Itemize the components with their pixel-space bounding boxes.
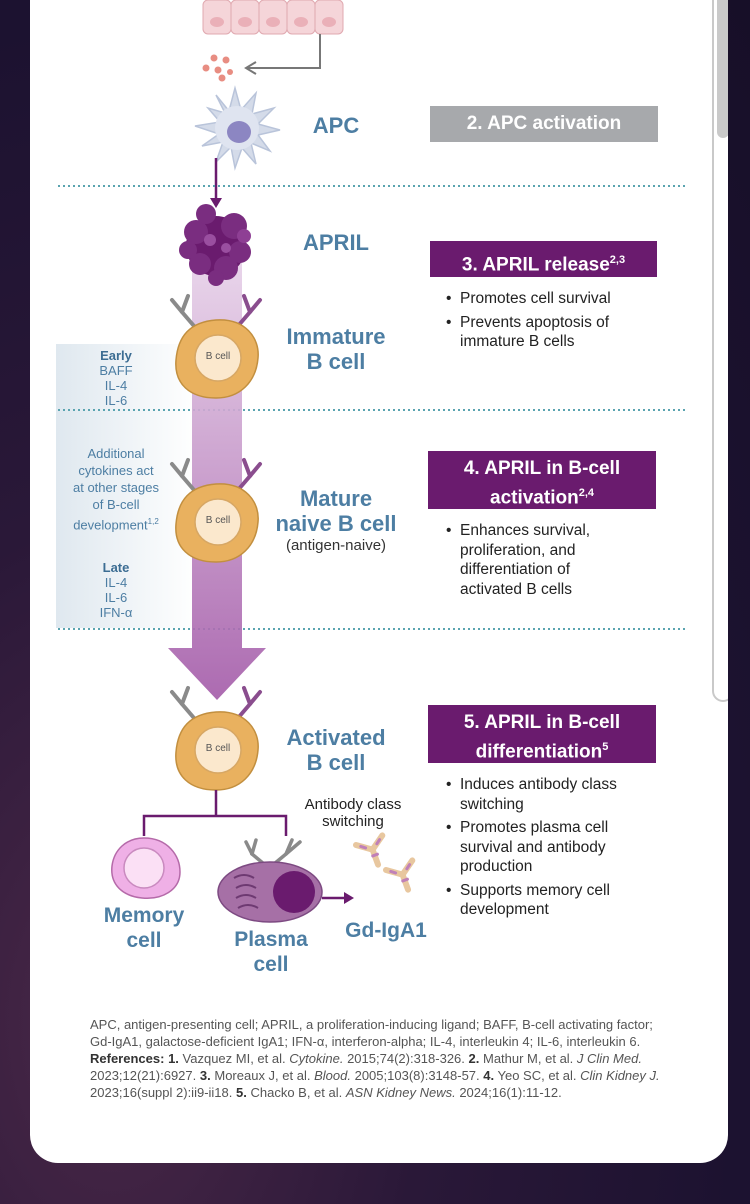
activated-b-cell-label: Activated B cell	[286, 725, 386, 775]
step-4-bullets: Enhances survival, proliferation, and di…	[446, 521, 626, 603]
gd-iga1-label: Gd-IgA1	[345, 919, 427, 942]
abbreviations: APC, antigen-presenting cell; APRIL, a p…	[90, 1017, 653, 1049]
diagram-svg	[56, 0, 686, 923]
step-3-box: 4. APRIL in B-cell 3. APRIL release2,3	[430, 241, 657, 277]
bullet: Promotes plasma cell survival and antibo…	[446, 818, 626, 877]
footnotes: APC, antigen-presenting cell; APRIL, a p…	[90, 1016, 670, 1101]
immature-b-cell-icon	[170, 294, 262, 399]
memory-cell-icon	[111, 837, 181, 899]
arrow-apc-april	[210, 198, 222, 208]
cytokine-panel	[56, 344, 196, 628]
mature-b-cell-label: Mature naive B cell	[275, 486, 397, 536]
step-3-bullets: Promotes cell survival Prevents apoptosi…	[446, 289, 666, 356]
cytokines-additional: Additional cytokines act at other stages…	[73, 446, 159, 533]
april-label: APRIL	[303, 230, 369, 255]
memory-cell-label: Memory cell	[103, 904, 185, 952]
antigen-naive-sublabel: (antigen-naive)	[285, 537, 387, 554]
activated-b-cell-icon	[170, 686, 262, 791]
step-5-bullets: Induces antibody class switching Promote…	[446, 775, 626, 924]
plasma-cell-label: Plasma cell	[234, 928, 308, 976]
bcell-text-activated: B cell	[205, 743, 231, 754]
epithelial-cells-icon	[202, 0, 344, 35]
scrollbar-thumb[interactable]	[717, 0, 728, 138]
scrollbar-track[interactable]	[712, 0, 728, 702]
plasma-cell-icon	[217, 838, 323, 923]
apc-cell-icon	[194, 85, 281, 171]
step-4-box: 4. APRIL in B-cell activation2,4	[428, 451, 656, 509]
bcell-text-mature: B cell	[205, 515, 231, 526]
bullet: Prevents apoptosis of immature B cells	[446, 313, 666, 352]
bcell-text-immature: B cell	[205, 351, 231, 362]
bullet: Supports memory cell development	[446, 881, 626, 920]
cytokines-early: Early BAFF IL-4 IL-6	[99, 348, 133, 408]
step-5-box: 5. APRIL in B-cell differentiation5	[428, 705, 656, 763]
step-2-box: 2. APC activation	[430, 106, 658, 142]
antigen-dots-icon	[202, 54, 233, 82]
immature-b-cell-label: Immature B cell	[286, 324, 386, 374]
class-switch-label: Antibody class switching	[304, 796, 402, 830]
bullet: Enhances survival, proliferation, and di…	[446, 521, 626, 599]
mature-b-cell-icon	[170, 458, 262, 563]
april-protein-icon	[179, 204, 251, 286]
arrow-to-antigen	[248, 34, 321, 69]
cytokines-late: Late IL-4 IL-6 IFN-α	[99, 560, 133, 620]
bullet: Promotes cell survival	[446, 289, 666, 309]
gd-iga1-antibody-icon	[353, 832, 416, 893]
apc-label: APC	[312, 113, 360, 138]
branch-lines	[142, 790, 288, 836]
content-card: B cell B cell B cell APC APRIL Immature B…	[30, 0, 728, 1163]
references: References: 1. Vazquez MI, et al. Cytoki…	[90, 1051, 660, 1100]
bullet: Induces antibody class switching	[446, 775, 626, 814]
